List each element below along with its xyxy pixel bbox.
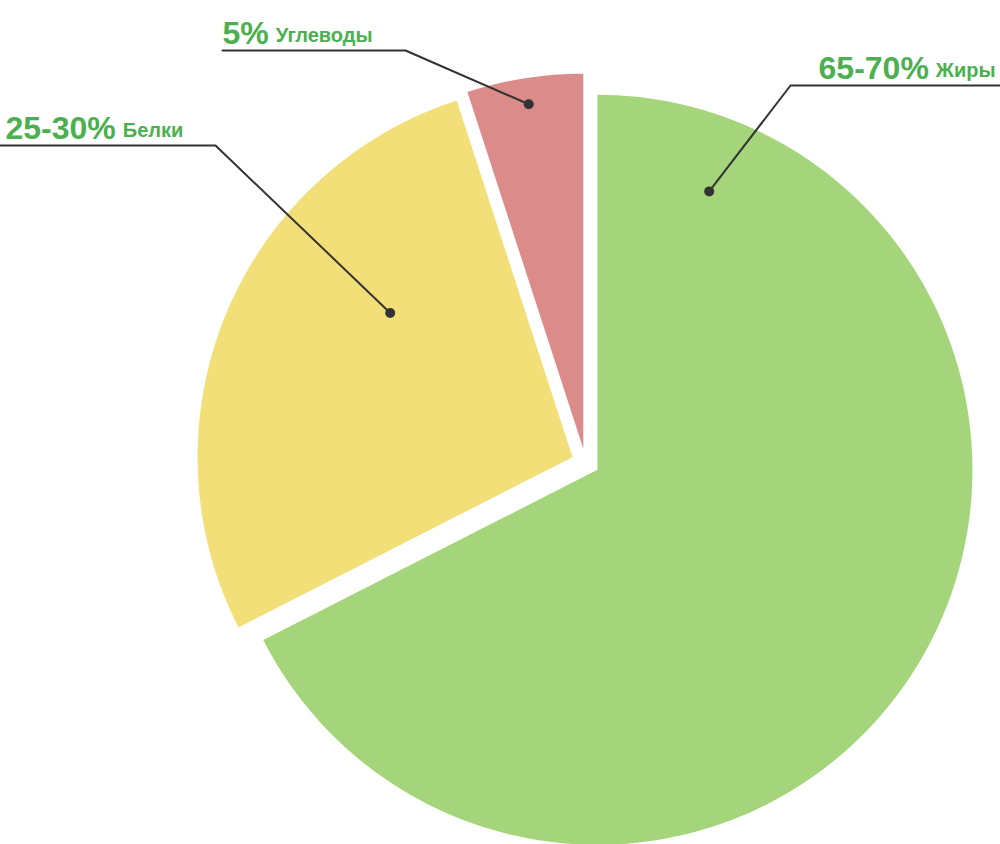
svg-text:5%: 5% [223, 15, 269, 51]
svg-text:65-70%: 65-70% [819, 50, 929, 86]
svg-text:Жиры: Жиры [935, 59, 996, 81]
svg-text:25-30%: 25-30% [6, 110, 116, 146]
svg-text:Углеводы: Углеводы [276, 24, 373, 46]
svg-text:Белки: Белки [123, 119, 184, 141]
